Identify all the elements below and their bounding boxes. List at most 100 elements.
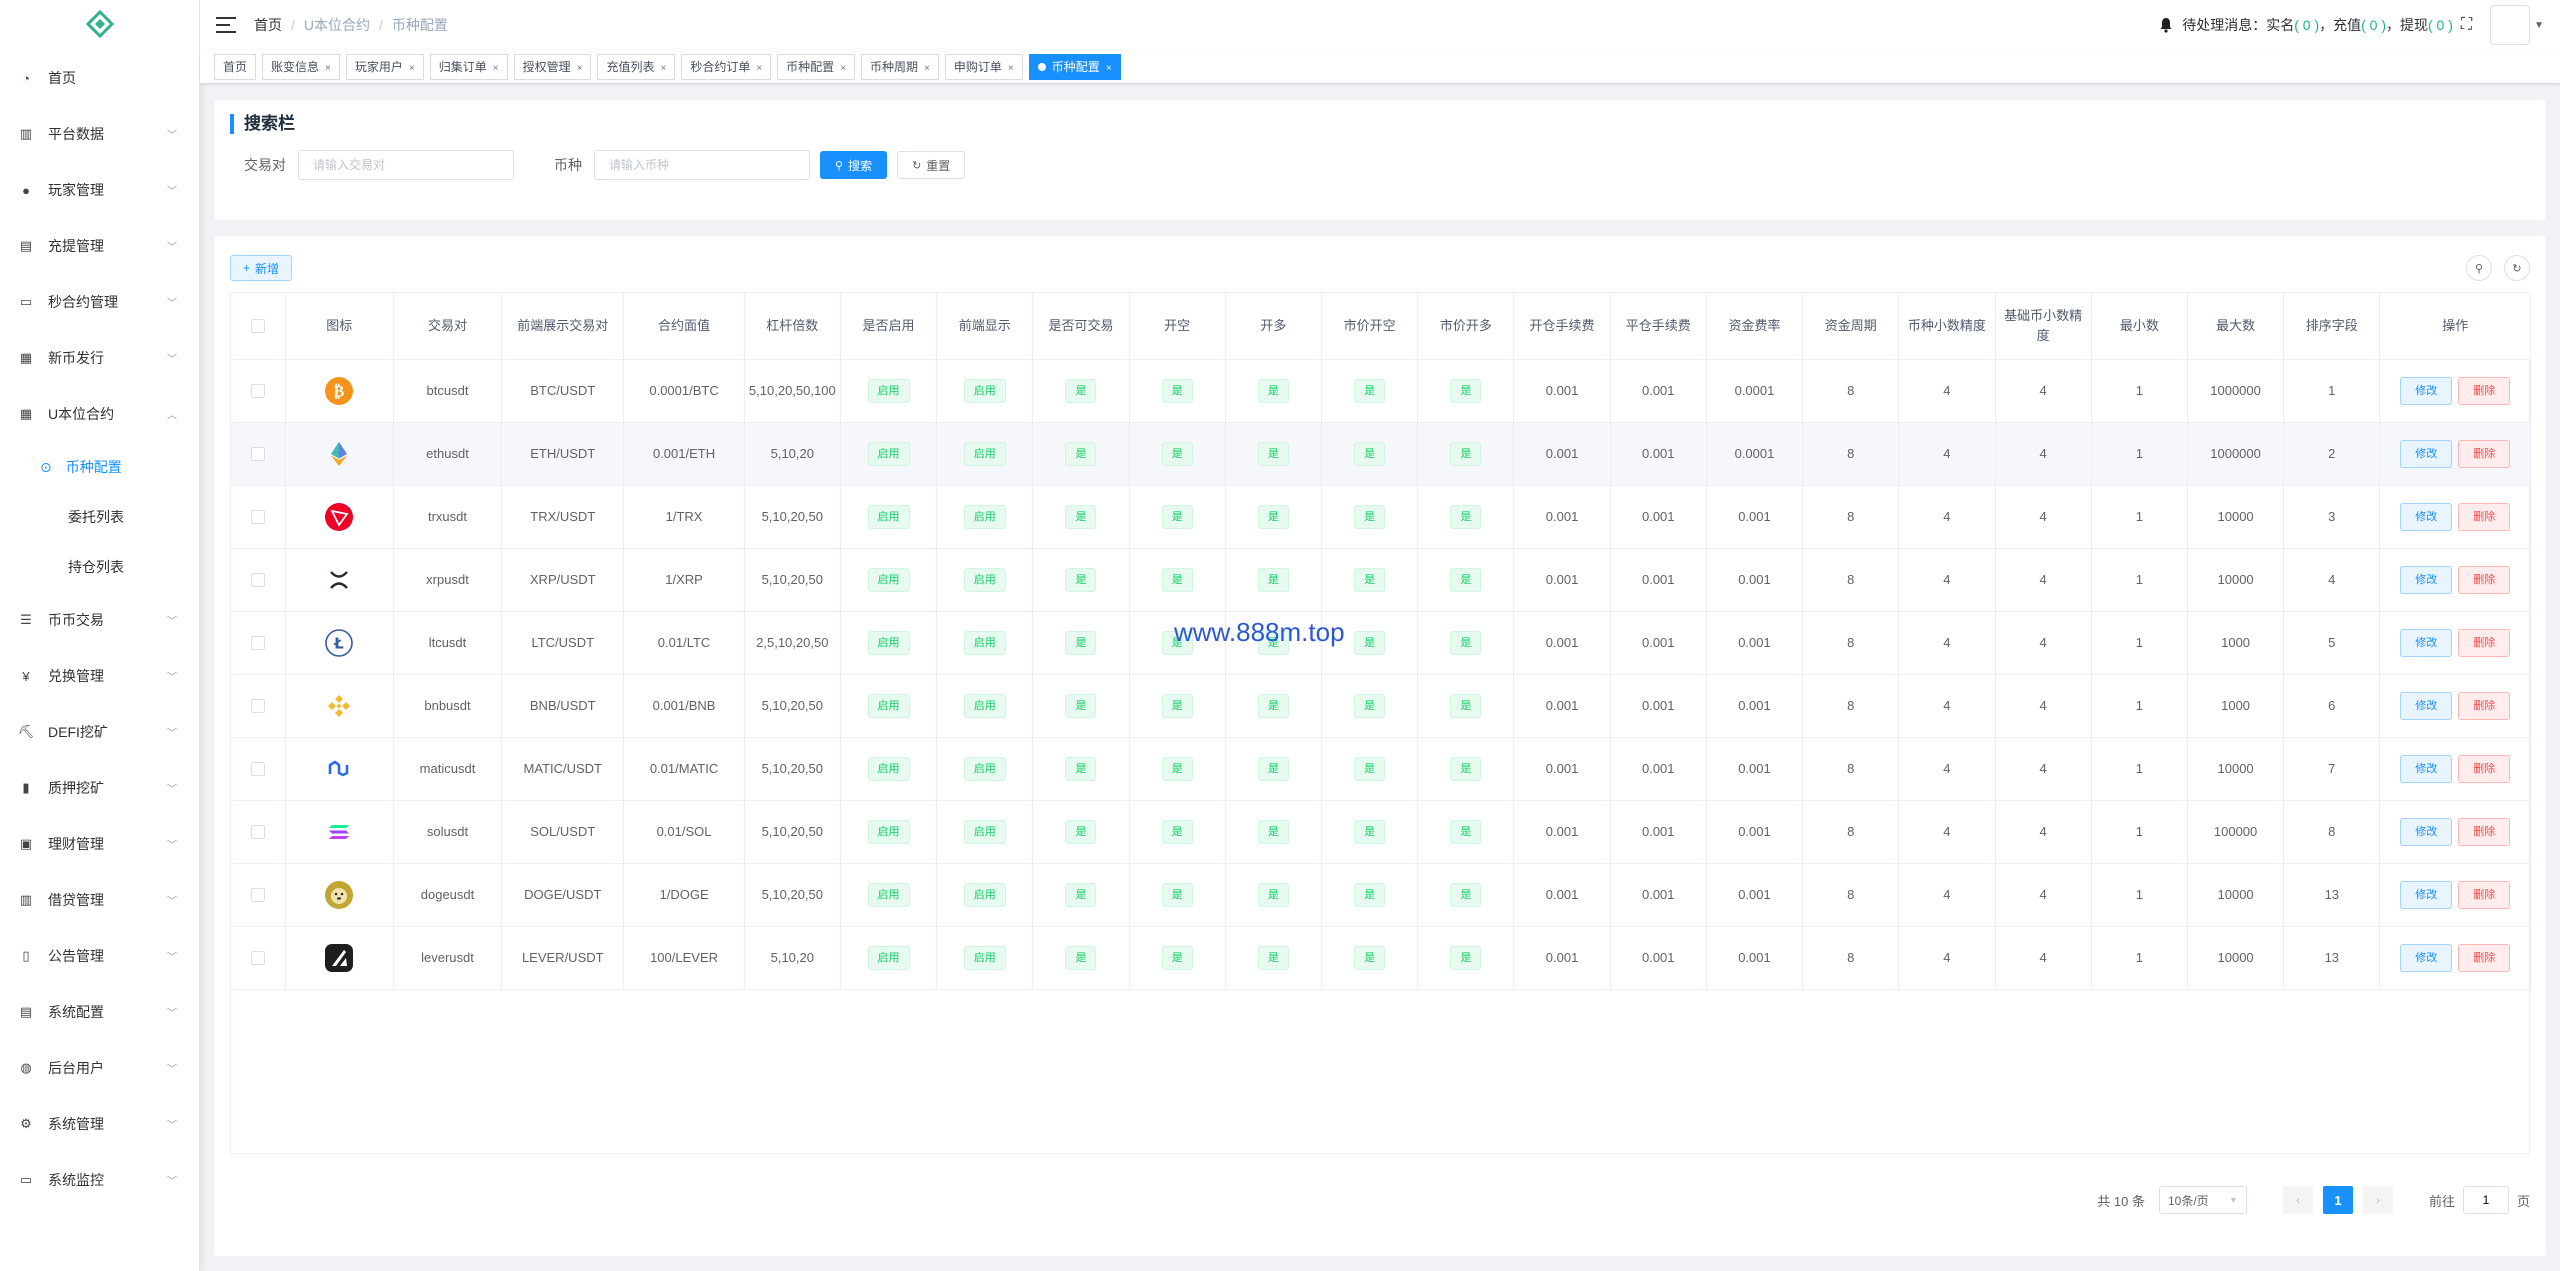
sidebar-item[interactable]: ▦ 新币发行 ﹀ — [0, 330, 199, 386]
row-checkbox[interactable] — [250, 951, 265, 966]
delete-button[interactable]: 删除 — [2458, 439, 2511, 468]
close-icon[interactable]: × — [756, 62, 763, 74]
tag-home[interactable]: 首页 — [214, 53, 257, 80]
recharge-label[interactable]: 充值 — [2333, 17, 2362, 33]
row-checkbox[interactable] — [250, 573, 265, 588]
table-row[interactable]: xrpusdt XRP/USDT 1/XRP 5,10,20,50 启用 启用 是 是 是 是 是 0… — [231, 548, 2531, 612]
table-row[interactable]: maticusdt MATIC/USDT 0.01/MATIC 5,10,20,50 启… — [231, 737, 2531, 801]
close-icon[interactable]: × — [924, 62, 930, 74]
withdraw-label[interactable]: 提现 — [2400, 17, 2428, 33]
edit-button[interactable]: 修改 — [2400, 754, 2453, 783]
row-checkbox[interactable] — [250, 384, 265, 399]
avatar[interactable] — [2490, 5, 2531, 45]
realname-count[interactable]: ( 0 ) — [2294, 17, 2320, 33]
row-checkbox[interactable] — [250, 510, 265, 525]
edit-button[interactable]: 修改 — [2400, 565, 2453, 594]
search-button[interactable]: ⚲ 搜索 — [820, 151, 888, 179]
close-icon[interactable]: × — [325, 62, 331, 74]
close-icon[interactable]: × — [492, 62, 499, 74]
table-row[interactable]: bnbusdt BNB/USDT 0.001/BNB 5,10,20,50 启用 启用 是 是… — [231, 674, 2531, 738]
tag-item[interactable]: 充值列表 × — [597, 53, 676, 80]
tag-item[interactable]: 申购订单 × — [944, 53, 1023, 80]
hamburger-icon[interactable] — [216, 17, 236, 33]
close-icon[interactable]: × — [1007, 62, 1014, 74]
edit-button[interactable]: 修改 — [2400, 439, 2453, 468]
sidebar-item[interactable]: ▦ U本位合约 ︿ — [0, 386, 199, 442]
table-row[interactable]: dogeusdt DOGE/USDT 1/DOGE 5,10,20,50 启用 启用 是 是 是… — [231, 863, 2531, 927]
sidebar-item[interactable]: ▤ 系统配置 ﹀ — [0, 984, 199, 1040]
table-row[interactable]: ₿ btcusdt BTC/USDT 0.0001/BTC 5,10,20,50,100… — [231, 359, 2531, 423]
tag-item[interactable]: 币种周期 × — [861, 53, 939, 80]
delete-button[interactable]: 删除 — [2458, 943, 2511, 972]
sidebar-item[interactable]: ☰ 币币交易 ﹀ — [0, 592, 199, 648]
sidebar-item[interactable]: ▥ 借贷管理 ﹀ — [0, 872, 199, 928]
pair-input[interactable] — [298, 150, 514, 180]
sidebar-item[interactable]: ¥ 兑换管理 ﹀ — [0, 648, 199, 704]
breadcrumb-contract[interactable]: U本位合约 — [303, 17, 371, 33]
coin-input[interactable] — [594, 150, 810, 180]
delete-button[interactable]: 删除 — [2458, 691, 2511, 720]
row-checkbox[interactable] — [250, 447, 265, 462]
sidebar-subitem[interactable]: ⊙ 币种配置 — [0, 442, 199, 492]
close-icon[interactable]: × — [660, 62, 667, 74]
tag-item[interactable]: 授权管理 × — [513, 53, 592, 80]
edit-button[interactable]: 修改 — [2400, 376, 2453, 405]
sidebar-item[interactable]: ▤ 充提管理 ﹀ — [0, 218, 199, 274]
realname-label[interactable]: 实名 — [2266, 17, 2295, 33]
row-checkbox[interactable] — [250, 699, 265, 714]
tag-item[interactable]: 秒合约订单 × — [681, 53, 772, 80]
chevron-down-icon[interactable]: ▼ — [2534, 19, 2544, 31]
delete-button[interactable]: 删除 — [2458, 376, 2511, 405]
row-checkbox[interactable] — [250, 636, 265, 651]
reset-button[interactable]: ↻ 重置 — [897, 151, 966, 179]
refresh-icon[interactable]: ↻ — [2504, 255, 2530, 281]
page-size-select[interactable]: 10条/页 ▼ — [2158, 1186, 2247, 1214]
close-icon[interactable]: × — [576, 62, 583, 74]
row-checkbox[interactable] — [250, 888, 265, 903]
delete-button[interactable]: 删除 — [2458, 565, 2511, 594]
sidebar-item[interactable]: ▯ 公告管理 ﹀ — [0, 928, 199, 984]
sidebar-item[interactable]: ◔ 首页 — [0, 50, 199, 106]
edit-button[interactable]: 修改 — [2400, 628, 2453, 657]
close-icon[interactable]: × — [840, 62, 847, 74]
sidebar-item[interactable]: ▥ 平台数据 ﹀ — [0, 106, 199, 162]
select-all-checkbox[interactable] — [250, 319, 265, 334]
breadcrumb-home[interactable]: 首页 — [254, 17, 282, 33]
withdraw-count[interactable]: ( 0 ) — [2428, 17, 2453, 33]
sidebar-item[interactable]: ⛏ DEFI挖矿 ﹀ — [0, 704, 199, 760]
delete-button[interactable]: 删除 — [2458, 880, 2511, 909]
row-checkbox[interactable] — [250, 825, 265, 840]
sidebar-item[interactable]: ◍ 后台用户 ﹀ — [0, 1040, 199, 1096]
close-icon[interactable]: × — [1105, 62, 1112, 74]
delete-button[interactable]: 删除 — [2458, 817, 2511, 846]
sidebar-item[interactable]: ⚙ 系统管理 ﹀ — [0, 1096, 199, 1152]
delete-button[interactable]: 删除 — [2458, 754, 2511, 783]
delete-button[interactable]: 删除 — [2458, 502, 2511, 531]
row-checkbox[interactable] — [250, 762, 265, 777]
edit-button[interactable]: 修改 — [2400, 880, 2453, 909]
bell-icon[interactable] — [2158, 17, 2174, 33]
edit-button[interactable]: 修改 — [2400, 502, 2453, 531]
sidebar-item[interactable]: ▮ 质押挖矿 ﹀ — [0, 760, 199, 816]
search-toggle-icon[interactable]: ⚲ — [2466, 255, 2492, 281]
tag-item[interactable]: 币种配置 × — [777, 53, 856, 80]
add-button[interactable]: + 新增 — [230, 255, 293, 281]
next-page-button[interactable]: › — [2362, 1186, 2393, 1214]
goto-page-input[interactable] — [2462, 1186, 2509, 1214]
edit-button[interactable]: 修改 — [2400, 817, 2453, 846]
fullscreen-icon[interactable]: ⛶ — [2460, 16, 2473, 33]
prev-page-button[interactable]: ‹ — [2282, 1186, 2313, 1214]
edit-button[interactable]: 修改 — [2400, 691, 2453, 720]
delete-button[interactable]: 删除 — [2458, 628, 2511, 657]
table-row[interactable]: leverusdt LEVER/USDT 100/LEVER 5,10,20 启用 启用 是… — [231, 926, 2531, 990]
sidebar-subitem[interactable]: 持仓列表 — [0, 542, 199, 592]
recharge-count[interactable]: ( 0 ) — [2361, 17, 2386, 33]
table-row[interactable]: trxusdt TRX/USDT 1/TRX 5,10,20,50 启用 启用 是 是 是 是 是 0… — [231, 485, 2531, 549]
tag-item[interactable]: 币种配置 × — [1028, 53, 1121, 80]
sidebar-item[interactable]: ▭ 系统监控 ﹀ — [0, 1152, 199, 1208]
sidebar-item[interactable]: ▣ 理财管理 ﹀ — [0, 816, 199, 872]
tag-item[interactable]: 账变信息 × — [262, 53, 340, 80]
tag-item[interactable]: 玩家用户 × — [345, 53, 424, 80]
page-number-current[interactable]: 1 — [2322, 1186, 2353, 1214]
